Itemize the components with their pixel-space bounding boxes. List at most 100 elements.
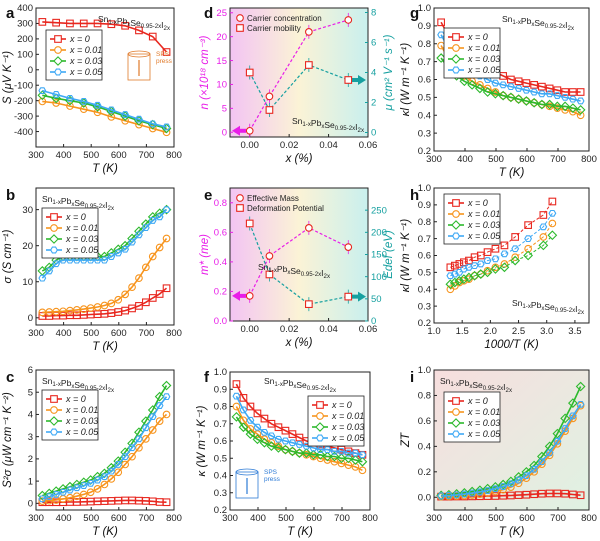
x-axis-label: T (K) [92, 341, 118, 353]
data-point [246, 220, 253, 227]
x-tick-label: 600 [111, 513, 127, 524]
x-tick-label: 0.04 [319, 324, 338, 335]
legend-label: x = 0 [65, 212, 86, 222]
y-tick-label: 400 [17, 3, 33, 14]
y-tick-label: 0.6 [418, 75, 431, 86]
y-tick-label: 5 [222, 104, 227, 115]
y-tick-label: 5 [28, 387, 33, 398]
legend-marker [317, 402, 324, 409]
right-arrow-icon [352, 78, 358, 82]
x-axis-label: T (K) [499, 167, 525, 179]
y-tick-label: 0.0 [418, 492, 431, 503]
legend-label: x = 0.05 [65, 427, 99, 437]
x-tick-label: 800 [166, 150, 182, 161]
y-tick-label: 0.8 [214, 198, 227, 209]
legend-marker [237, 15, 244, 22]
legend-marker [453, 211, 460, 218]
y-tick-label: 0 [28, 313, 33, 324]
x-tick-label: 400 [457, 513, 473, 524]
x-tick-label: 0.02 [280, 324, 299, 335]
y-tick-label: 4 [28, 410, 33, 421]
y-tick-label: 15 [216, 56, 227, 67]
x-tick-label: 300 [426, 513, 442, 524]
legend-label: Effective Mass [247, 194, 299, 203]
legend-label: x = 0.03 [331, 422, 364, 432]
data-point [492, 256, 499, 262]
y-tick-label: 0.2 [418, 146, 431, 157]
x-axis-label: T (K) [92, 526, 118, 538]
x-tick-label: 2.5 [512, 326, 525, 337]
y-tick-label: 0.9 [418, 200, 431, 211]
data-point [452, 262, 459, 269]
y-tick-label: 1 [28, 476, 33, 487]
legend-marker [453, 34, 460, 41]
data-point [306, 62, 313, 69]
figure: 300400500600700800-400-300-200-100010020… [0, 0, 600, 541]
data-point [524, 251, 532, 259]
legend-marker [51, 407, 58, 414]
x-tick-label: 700 [334, 513, 350, 524]
y-tick-label: 0.4 [418, 442, 431, 453]
legend-label: Carrier mobility [247, 24, 301, 33]
x-tick-label: 800 [362, 513, 378, 524]
y-tick-label: 0.2 [418, 467, 431, 478]
y-tick-label: 0.4 [418, 110, 431, 121]
y-tick-label: 0.3 [214, 488, 227, 499]
x-tick-label: 500 [278, 513, 294, 524]
y-axis-label: Edef (eV) [383, 230, 395, 279]
y-tick-label: 0.5 [418, 268, 431, 279]
y-axis-label: ZT [400, 432, 412, 448]
y-tick-label: 20 [22, 241, 33, 252]
legend-marker [453, 431, 460, 437]
y-tick-label: 1.0 [418, 3, 431, 14]
legend-marker [51, 214, 58, 221]
x-tick-label: 700 [550, 513, 566, 524]
legend-label: x = 0 [467, 198, 488, 208]
legend-label: Carrier concentration [247, 14, 322, 23]
legend-label: x = 0.03 [467, 220, 500, 230]
x-tick-label: 600 [519, 154, 535, 165]
data-point [501, 251, 508, 257]
legend-label: x = 0 [467, 396, 488, 406]
y-tick-label: 3 [28, 432, 33, 443]
y-axis-label: κl (W m⁻¹ K⁻¹) [400, 219, 412, 293]
x-tick-label: 700 [138, 328, 154, 339]
x-tick-label: 400 [56, 150, 72, 161]
left-arrow-icon [240, 294, 246, 298]
panel-d: 0.000.020.040.06051015202502468Carrier c… [199, 5, 395, 165]
legend-label: x = 0.03 [467, 418, 500, 428]
data-point [549, 220, 556, 227]
panel-i: 3004005006007008000.00.20.40.60.81.0T (K… [400, 365, 597, 538]
data-point [306, 29, 313, 36]
y-tick-label: 0.4 [214, 471, 227, 482]
y-tick-label: 0.3 [418, 128, 431, 139]
data-point [549, 198, 556, 205]
legend-label: x = 0.01 [69, 45, 102, 55]
y-tick-label: 0.2 [418, 318, 431, 329]
y-tick-label: 0.4 [418, 284, 431, 295]
legend-label: x = 0.05 [467, 231, 501, 241]
x-tick-label: 800 [581, 154, 597, 165]
data-point [233, 381, 240, 388]
sps-label: press [156, 58, 173, 65]
x-tick-label: 500 [83, 513, 99, 524]
y-tick-label: 0.5 [418, 93, 431, 104]
legend-label: x = 0.05 [69, 67, 103, 77]
legend-marker [453, 409, 460, 416]
legend-label: x = 0.01 [467, 43, 500, 53]
data-point [345, 293, 352, 300]
x-tick-label: 600 [519, 513, 535, 524]
formula-label: Sn1-xPbxSe0.95-2xI2x [512, 298, 584, 316]
legend-label: x = 0.01 [65, 223, 98, 233]
x-tick-label: 600 [111, 328, 127, 339]
y2-tick-label: 6 [371, 38, 376, 49]
x-tick-label: 400 [56, 328, 72, 339]
x-tick-label: 800 [166, 513, 182, 524]
x-tick-label: 600 [111, 150, 127, 161]
y-tick-label: 0.9 [418, 21, 431, 32]
y-axis-label: S²σ (μW cm⁻¹ K⁻²) [2, 392, 14, 488]
x-tick-label: 2.0 [484, 326, 497, 337]
panel-a: 300400500600700800-400-300-200-100010020… [2, 3, 182, 175]
y-tick-label: 0 [28, 499, 33, 510]
y-axis-label: μ (cm² V⁻¹ s⁻¹) [383, 34, 395, 111]
